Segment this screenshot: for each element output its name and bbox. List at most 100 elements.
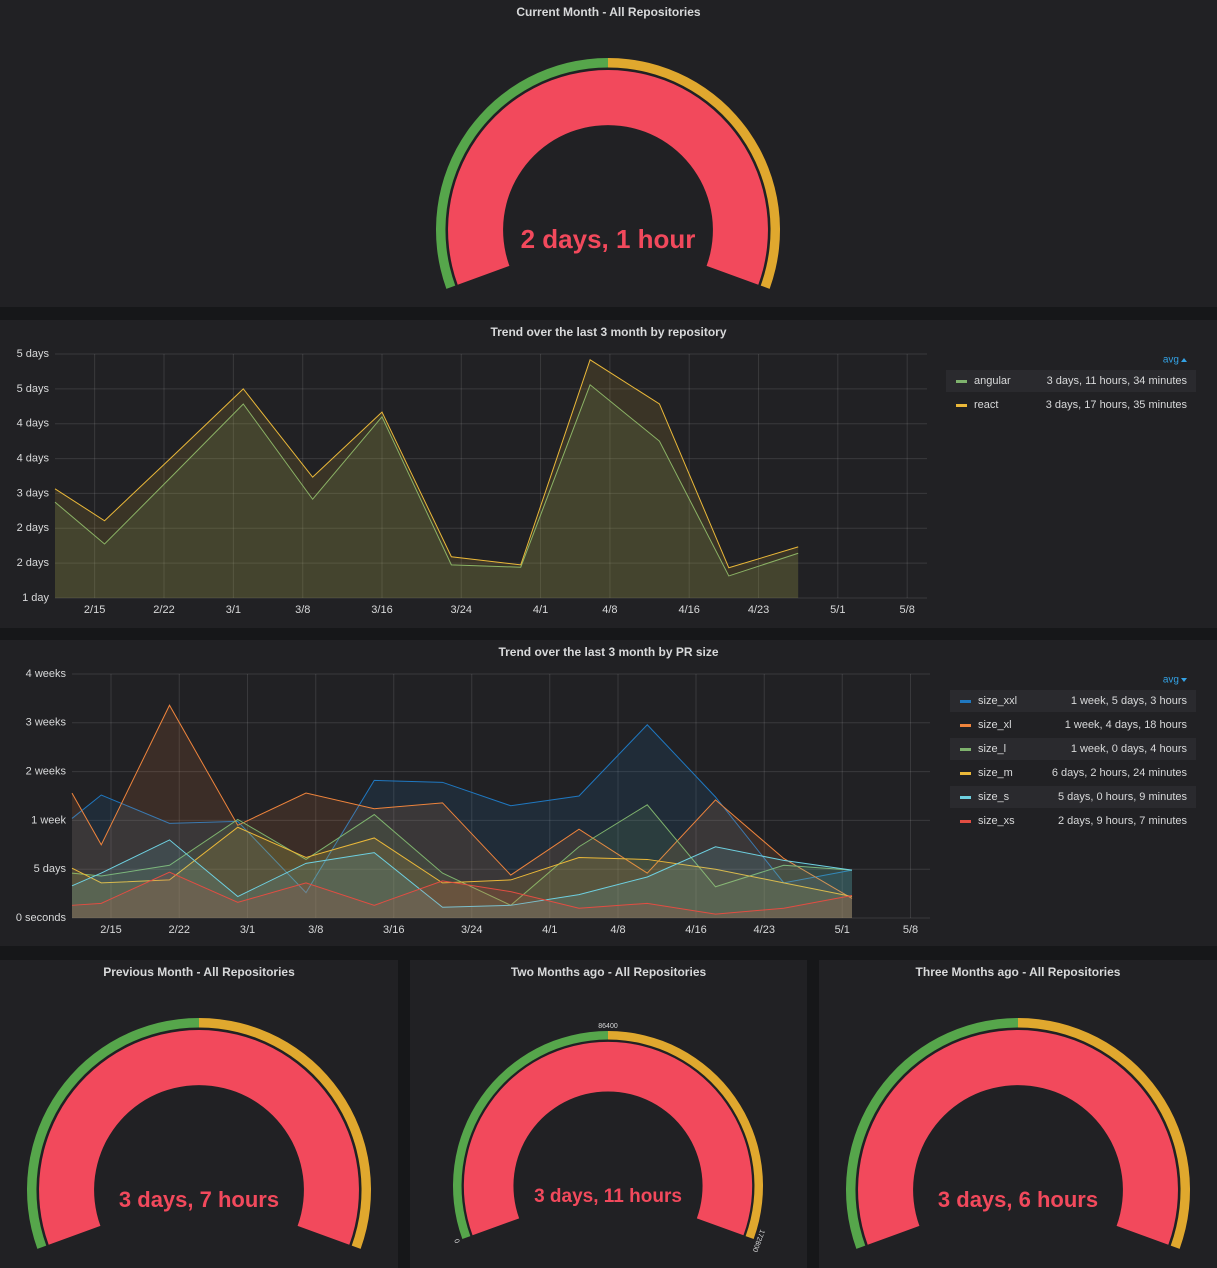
panel-title: Previous Month - All Repositories [103,965,295,979]
x-tick-label: 3/16 [371,604,392,616]
y-tick-label: 5 days [34,863,67,875]
legend-label: size_xs [978,815,1015,827]
sort-indicator [1181,678,1187,682]
legend-value: 6 days, 2 hours, 24 minutes [1052,767,1188,779]
x-tick-label: 3/1 [226,604,241,616]
x-tick-label: 4/8 [610,924,625,936]
x-tick-label: 4/16 [678,604,699,616]
series-area [55,359,799,598]
gauge-value: 3 days, 7 hours [119,1187,279,1212]
series-line [54,383,799,577]
x-tick-label: 3/8 [295,604,310,616]
legend-value: 5 days, 0 hours, 9 minutes [1058,791,1188,803]
series-line [71,724,853,894]
legend-value: 2 days, 9 hours, 7 minutes [1058,815,1188,827]
legend-row [950,738,1196,760]
x-tick-label: 4/23 [754,924,775,936]
x-tick-label: 3/24 [461,924,482,936]
y-tick-label: 0 seconds [16,912,67,924]
legend-value: 1 week, 4 days, 18 hours [1065,719,1188,731]
y-tick-label: 3 weeks [26,717,67,729]
x-tick-label: 4/16 [685,924,706,936]
y-tick-label: 2 days [17,557,50,569]
panel-title: Three Months ago - All Repositories [916,965,1121,979]
legend-row [946,370,1196,392]
legend-label: size_s [978,791,1010,803]
x-tick-label: 5/8 [903,924,918,936]
series-area [72,827,852,918]
legend-header: avg [1163,355,1179,366]
panel-title: Two Months ago - All Repositories [511,965,707,979]
series-area [55,384,799,598]
legend-label: angular [974,375,1011,387]
legend-label: size_l [978,743,1006,755]
gauge-fill [463,1041,753,1236]
panel-title: Current Month - All Repositories [516,5,701,19]
x-tick-label: 3/1 [240,924,255,936]
series-area [72,804,852,918]
gauge-value: 3 days, 11 hours [534,1186,682,1207]
panel-title: Trend over the last 3 month by repositor… [490,325,726,339]
gauge-value: 2 days, 1 hour [521,224,696,254]
x-tick-label: 5/1 [835,924,850,936]
gauge-tick-label: 86400 [598,1023,618,1030]
y-tick-label: 2 days [17,522,50,534]
y-tick-label: 2 weeks [26,766,67,778]
legend-value: 3 days, 17 hours, 35 minutes [1046,399,1188,411]
x-tick-label: 5/1 [830,604,845,616]
y-tick-label: 3 days [17,487,50,499]
series-area [72,724,852,918]
x-tick-label: 2/15 [84,604,105,616]
x-tick-label: 5/8 [900,604,915,616]
legend-swatch [956,380,967,383]
x-tick-label: 2/22 [153,604,174,616]
y-tick-label: 1 day [22,592,49,604]
y-tick-label: 4 days [17,418,50,430]
legend-label: size_m [978,767,1013,779]
gauge-fill [39,1030,359,1245]
legend-swatch [960,820,971,823]
series-line [71,704,853,899]
y-tick-label: 5 days [17,348,50,360]
legend-swatch [960,796,971,799]
panel-title: Trend over the last 3 month by PR size [498,645,718,659]
series-line [71,804,853,906]
panel [0,0,1217,307]
legend-row [950,786,1196,808]
x-tick-label: 3/24 [451,604,472,616]
gauge-fill [448,70,768,285]
sort-indicator [1181,358,1187,362]
series-line [71,871,853,915]
x-tick-label: 2/22 [169,924,190,936]
y-tick-label: 4 weeks [26,668,67,680]
series-line [54,359,799,569]
series-area [72,872,852,918]
x-tick-label: 3/8 [308,924,323,936]
legend-swatch [956,404,967,407]
x-tick-label: 4/8 [602,604,617,616]
legend-label: react [974,399,998,411]
y-tick-label: 1 week [31,814,66,826]
y-tick-label: 5 days [17,383,50,395]
legend-swatch [960,748,971,751]
series-line [71,839,853,908]
legend-header: avg [1163,675,1179,686]
legend-swatch [960,724,971,727]
legend-row [950,690,1196,712]
legend-swatch [960,700,971,703]
legend-value: 1 week, 5 days, 3 hours [1071,695,1188,707]
series-area [72,705,852,918]
legend-swatch [960,772,971,775]
x-tick-label: 3/16 [383,924,404,936]
legend-label: size_xxl [978,695,1017,707]
y-tick-label: 4 days [17,452,50,464]
gauge-fill [858,1030,1178,1245]
series-line [71,826,853,898]
legend-value: 1 week, 0 days, 4 hours [1071,743,1188,755]
x-tick-label: 4/1 [542,924,557,936]
legend-value: 3 days, 11 hours, 34 minutes [1047,375,1188,387]
x-tick-label: 4/1 [533,604,548,616]
legend-label: size_xl [978,719,1012,731]
